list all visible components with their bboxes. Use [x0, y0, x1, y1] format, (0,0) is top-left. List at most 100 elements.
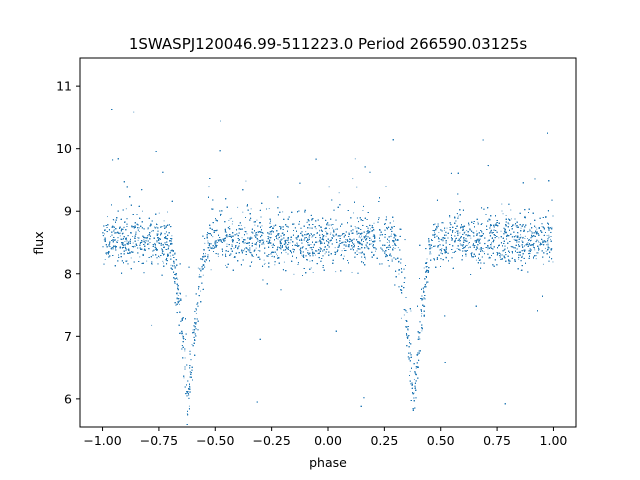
- data-point: [127, 244, 129, 246]
- data-point: [272, 255, 273, 257]
- data-point: [403, 314, 405, 316]
- data-point: [237, 206, 239, 208]
- data-point: [255, 247, 257, 249]
- data-point: [394, 247, 396, 249]
- data-point: [330, 232, 332, 234]
- data-point: [421, 313, 423, 315]
- data-point: [508, 259, 510, 261]
- data-point: [406, 311, 408, 313]
- data-point: [133, 111, 135, 113]
- data-point: [154, 226, 156, 228]
- data-point: [412, 392, 414, 394]
- data-point: [305, 231, 307, 233]
- data-point: [181, 333, 182, 335]
- data-point: [243, 250, 245, 252]
- data-point: [520, 270, 522, 271]
- chart-title: 1SWASPJ120046.99-511223.0 Period 266590.…: [129, 35, 527, 53]
- data-point: [544, 247, 546, 249]
- data-point: [360, 237, 362, 239]
- data-point: [361, 235, 362, 237]
- data-point: [437, 238, 439, 240]
- data-point: [177, 278, 179, 280]
- data-point: [125, 208, 127, 210]
- data-point: [325, 235, 327, 237]
- data-point: [510, 218, 512, 220]
- data-point: [483, 251, 485, 253]
- data-point: [255, 244, 257, 246]
- data-point: [200, 290, 202, 292]
- data-point: [423, 289, 424, 291]
- data-point: [409, 370, 411, 372]
- data-point: [326, 232, 328, 233]
- data-point: [422, 298, 424, 300]
- data-point: [226, 243, 228, 245]
- data-point: [442, 240, 444, 242]
- data-point: [248, 244, 250, 246]
- data-point: [370, 239, 372, 241]
- data-point: [464, 231, 466, 233]
- data-point: [341, 250, 343, 252]
- data-point: [413, 379, 415, 381]
- data-point: [126, 260, 128, 262]
- data-point: [175, 266, 177, 268]
- data-point: [268, 208, 270, 210]
- data-point: [250, 208, 252, 210]
- data-point: [353, 212, 354, 214]
- data-point: [282, 211, 284, 213]
- data-point: [245, 180, 247, 182]
- scatter-points: [102, 109, 554, 425]
- data-point: [203, 255, 205, 257]
- data-point: [296, 243, 298, 245]
- data-point: [275, 236, 277, 238]
- data-point: [341, 234, 343, 236]
- data-point: [343, 255, 345, 257]
- data-point: [521, 240, 523, 242]
- data-point: [536, 228, 538, 230]
- data-point: [305, 234, 307, 236]
- data-point: [365, 258, 366, 260]
- data-point: [328, 186, 330, 188]
- data-point: [186, 413, 188, 415]
- data-point: [329, 233, 331, 235]
- data-point: [215, 243, 217, 245]
- data-point: [134, 238, 136, 239]
- data-point: [524, 235, 526, 237]
- data-point: [511, 246, 513, 248]
- data-point: [466, 230, 468, 231]
- data-point: [103, 239, 105, 241]
- data-point: [489, 231, 491, 233]
- data-point: [231, 223, 233, 225]
- data-point: [113, 229, 115, 231]
- data-point: [390, 233, 392, 235]
- data-point: [202, 259, 204, 261]
- data-point: [524, 215, 526, 217]
- data-point: [159, 256, 161, 258]
- data-point: [244, 242, 246, 244]
- data-point: [208, 186, 210, 188]
- data-point: [398, 273, 400, 275]
- data-point: [551, 226, 553, 228]
- data-point: [170, 264, 172, 266]
- data-point: [335, 271, 337, 273]
- data-point: [520, 236, 522, 238]
- data-point: [191, 344, 193, 345]
- data-point: [429, 253, 431, 255]
- data-point: [170, 241, 172, 243]
- data-point: [374, 250, 376, 252]
- data-point: [467, 243, 469, 245]
- data-point: [207, 240, 209, 242]
- data-point: [184, 350, 186, 352]
- data-point: [276, 253, 277, 255]
- data-point: [343, 248, 345, 249]
- data-point: [184, 357, 186, 359]
- data-point: [188, 405, 190, 407]
- data-point: [542, 263, 544, 265]
- data-point: [477, 221, 479, 223]
- data-point: [192, 345, 194, 347]
- data-point: [411, 382, 413, 384]
- data-point: [385, 186, 387, 187]
- data-point: [143, 238, 145, 240]
- data-point: [242, 249, 244, 251]
- data-point: [197, 267, 199, 269]
- data-point: [110, 236, 112, 237]
